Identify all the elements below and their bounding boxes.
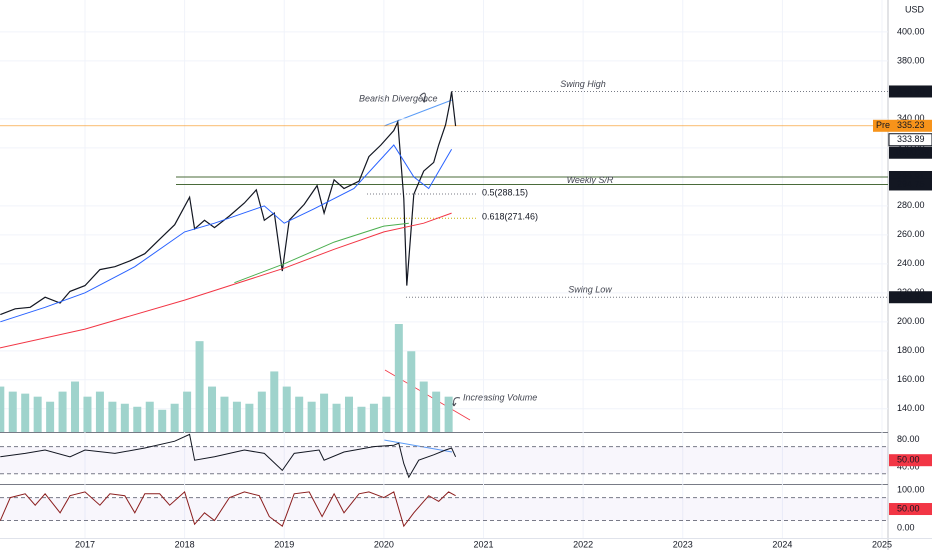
volume-bar — [382, 396, 391, 432]
x-tick-label: 2024 — [772, 539, 792, 549]
level-tag: 216.96 — [897, 292, 925, 302]
fib-label: 0.618(271.46) — [482, 212, 538, 222]
band-fill — [0, 497, 888, 521]
level-tag-bg — [889, 178, 932, 191]
volume-bar — [369, 403, 378, 432]
fib-label: 0.5(288.15) — [482, 187, 528, 197]
mid-tag-bg — [889, 503, 932, 516]
level-name: Swing Low — [568, 285, 612, 295]
y-tick-label: 340.00 — [897, 113, 925, 123]
y-tick-label: 280.00 — [897, 200, 925, 210]
volume-bar — [133, 406, 142, 432]
level-tag-bg — [889, 85, 932, 98]
y-tick-label: 0.00 — [897, 522, 915, 532]
volume-bar — [170, 403, 179, 432]
volume-bar — [257, 391, 266, 432]
volume-bar — [232, 401, 241, 432]
moving-average — [0, 144, 453, 323]
level-tag: 358.90 — [897, 86, 925, 96]
volume-bar — [282, 386, 291, 432]
volume-bar — [270, 371, 279, 432]
volume-bar — [83, 396, 92, 432]
volume-bar — [394, 324, 403, 432]
pre-market-value: 335.23 — [897, 120, 925, 130]
countdown-bg — [889, 146, 932, 159]
currency-label: USD — [905, 4, 925, 14]
y-tick-label: 80.00 — [897, 434, 920, 444]
price-line — [0, 91, 457, 316]
volume-bar — [120, 403, 129, 432]
volume-bar — [245, 403, 254, 432]
x-tick-label: 2022 — [573, 539, 593, 549]
y-tick-label: 380.00 — [897, 55, 925, 65]
volume-bar — [8, 391, 17, 432]
volume-bar — [419, 381, 428, 432]
volume-bar — [307, 401, 316, 432]
y-tick-label: 240.00 — [897, 258, 925, 268]
x-tick-label: 2019 — [274, 539, 294, 549]
countdown: 10:00:39 — [894, 147, 929, 157]
mid-tag-bg — [889, 454, 932, 467]
volume-bar — [95, 391, 104, 432]
level-tag-bg — [889, 291, 932, 304]
x-tick-label: 2025 — [872, 539, 892, 549]
rsi-line — [0, 433, 457, 479]
x-tick-label: 2021 — [473, 539, 493, 549]
divergence-line — [383, 439, 453, 453]
volume-bar — [220, 396, 229, 432]
pre-market-label: Pre — [876, 120, 890, 130]
mid-tag: 50.00 — [897, 455, 920, 465]
volume-bar — [407, 351, 416, 432]
y-tick-label: 100.00 — [897, 484, 925, 494]
level-tag: 294.75 — [897, 179, 925, 189]
y-tick-label: 200.00 — [897, 316, 925, 326]
level-name: Weekly S/R — [567, 175, 614, 185]
moving-average — [234, 222, 409, 284]
x-tick-label: 2020 — [374, 539, 394, 549]
y-tick-label: 40.00 — [897, 461, 920, 471]
level-name: Swing High — [560, 79, 606, 89]
volume-bar — [145, 401, 154, 432]
y-tick-label: 160.00 — [897, 374, 925, 384]
y-tick-label: 400.00 — [897, 26, 925, 36]
annotation-arrow — [419, 92, 428, 104]
volume-bar — [108, 401, 117, 432]
volume-bar — [320, 393, 329, 432]
stoch-line — [0, 491, 456, 528]
x-tick-label: 2017 — [75, 539, 95, 549]
moving-average — [0, 212, 452, 349]
y-tick-label: 180.00 — [897, 345, 925, 355]
annotation: Increasing Volume — [463, 392, 537, 402]
volume-bar — [21, 393, 30, 432]
volume-bar — [58, 391, 67, 432]
last-price: 333.89 — [897, 134, 925, 144]
y-tick-label: 140.00 — [897, 403, 925, 413]
divergence-line — [383, 99, 453, 127]
last-tag-bg — [888, 133, 932, 147]
volume-bar — [432, 391, 441, 432]
volume-bar — [183, 391, 192, 432]
volume-bar — [208, 386, 217, 432]
volume-bar — [444, 396, 453, 432]
volume-bar — [332, 403, 341, 432]
volume-bar — [46, 401, 55, 432]
volume-bar — [158, 409, 167, 432]
level-tag: 299.91 — [897, 171, 925, 181]
volume-bar — [71, 381, 80, 432]
volume-bar — [357, 406, 366, 432]
volume-bar — [0, 386, 5, 432]
x-tick-label: 2018 — [175, 539, 195, 549]
volume-bar — [195, 341, 204, 432]
annotation-arrow — [451, 397, 461, 407]
volume-bar — [33, 396, 42, 432]
volume-bar — [295, 396, 304, 432]
x-tick-label: 2023 — [673, 539, 693, 549]
y-tick-label: 260.00 — [897, 229, 925, 239]
annotation: Bearish Divergence — [359, 93, 438, 103]
mid-tag: 50.00 — [897, 503, 920, 513]
volume-bar — [345, 396, 354, 432]
pre-market-tag-bg — [873, 119, 932, 132]
